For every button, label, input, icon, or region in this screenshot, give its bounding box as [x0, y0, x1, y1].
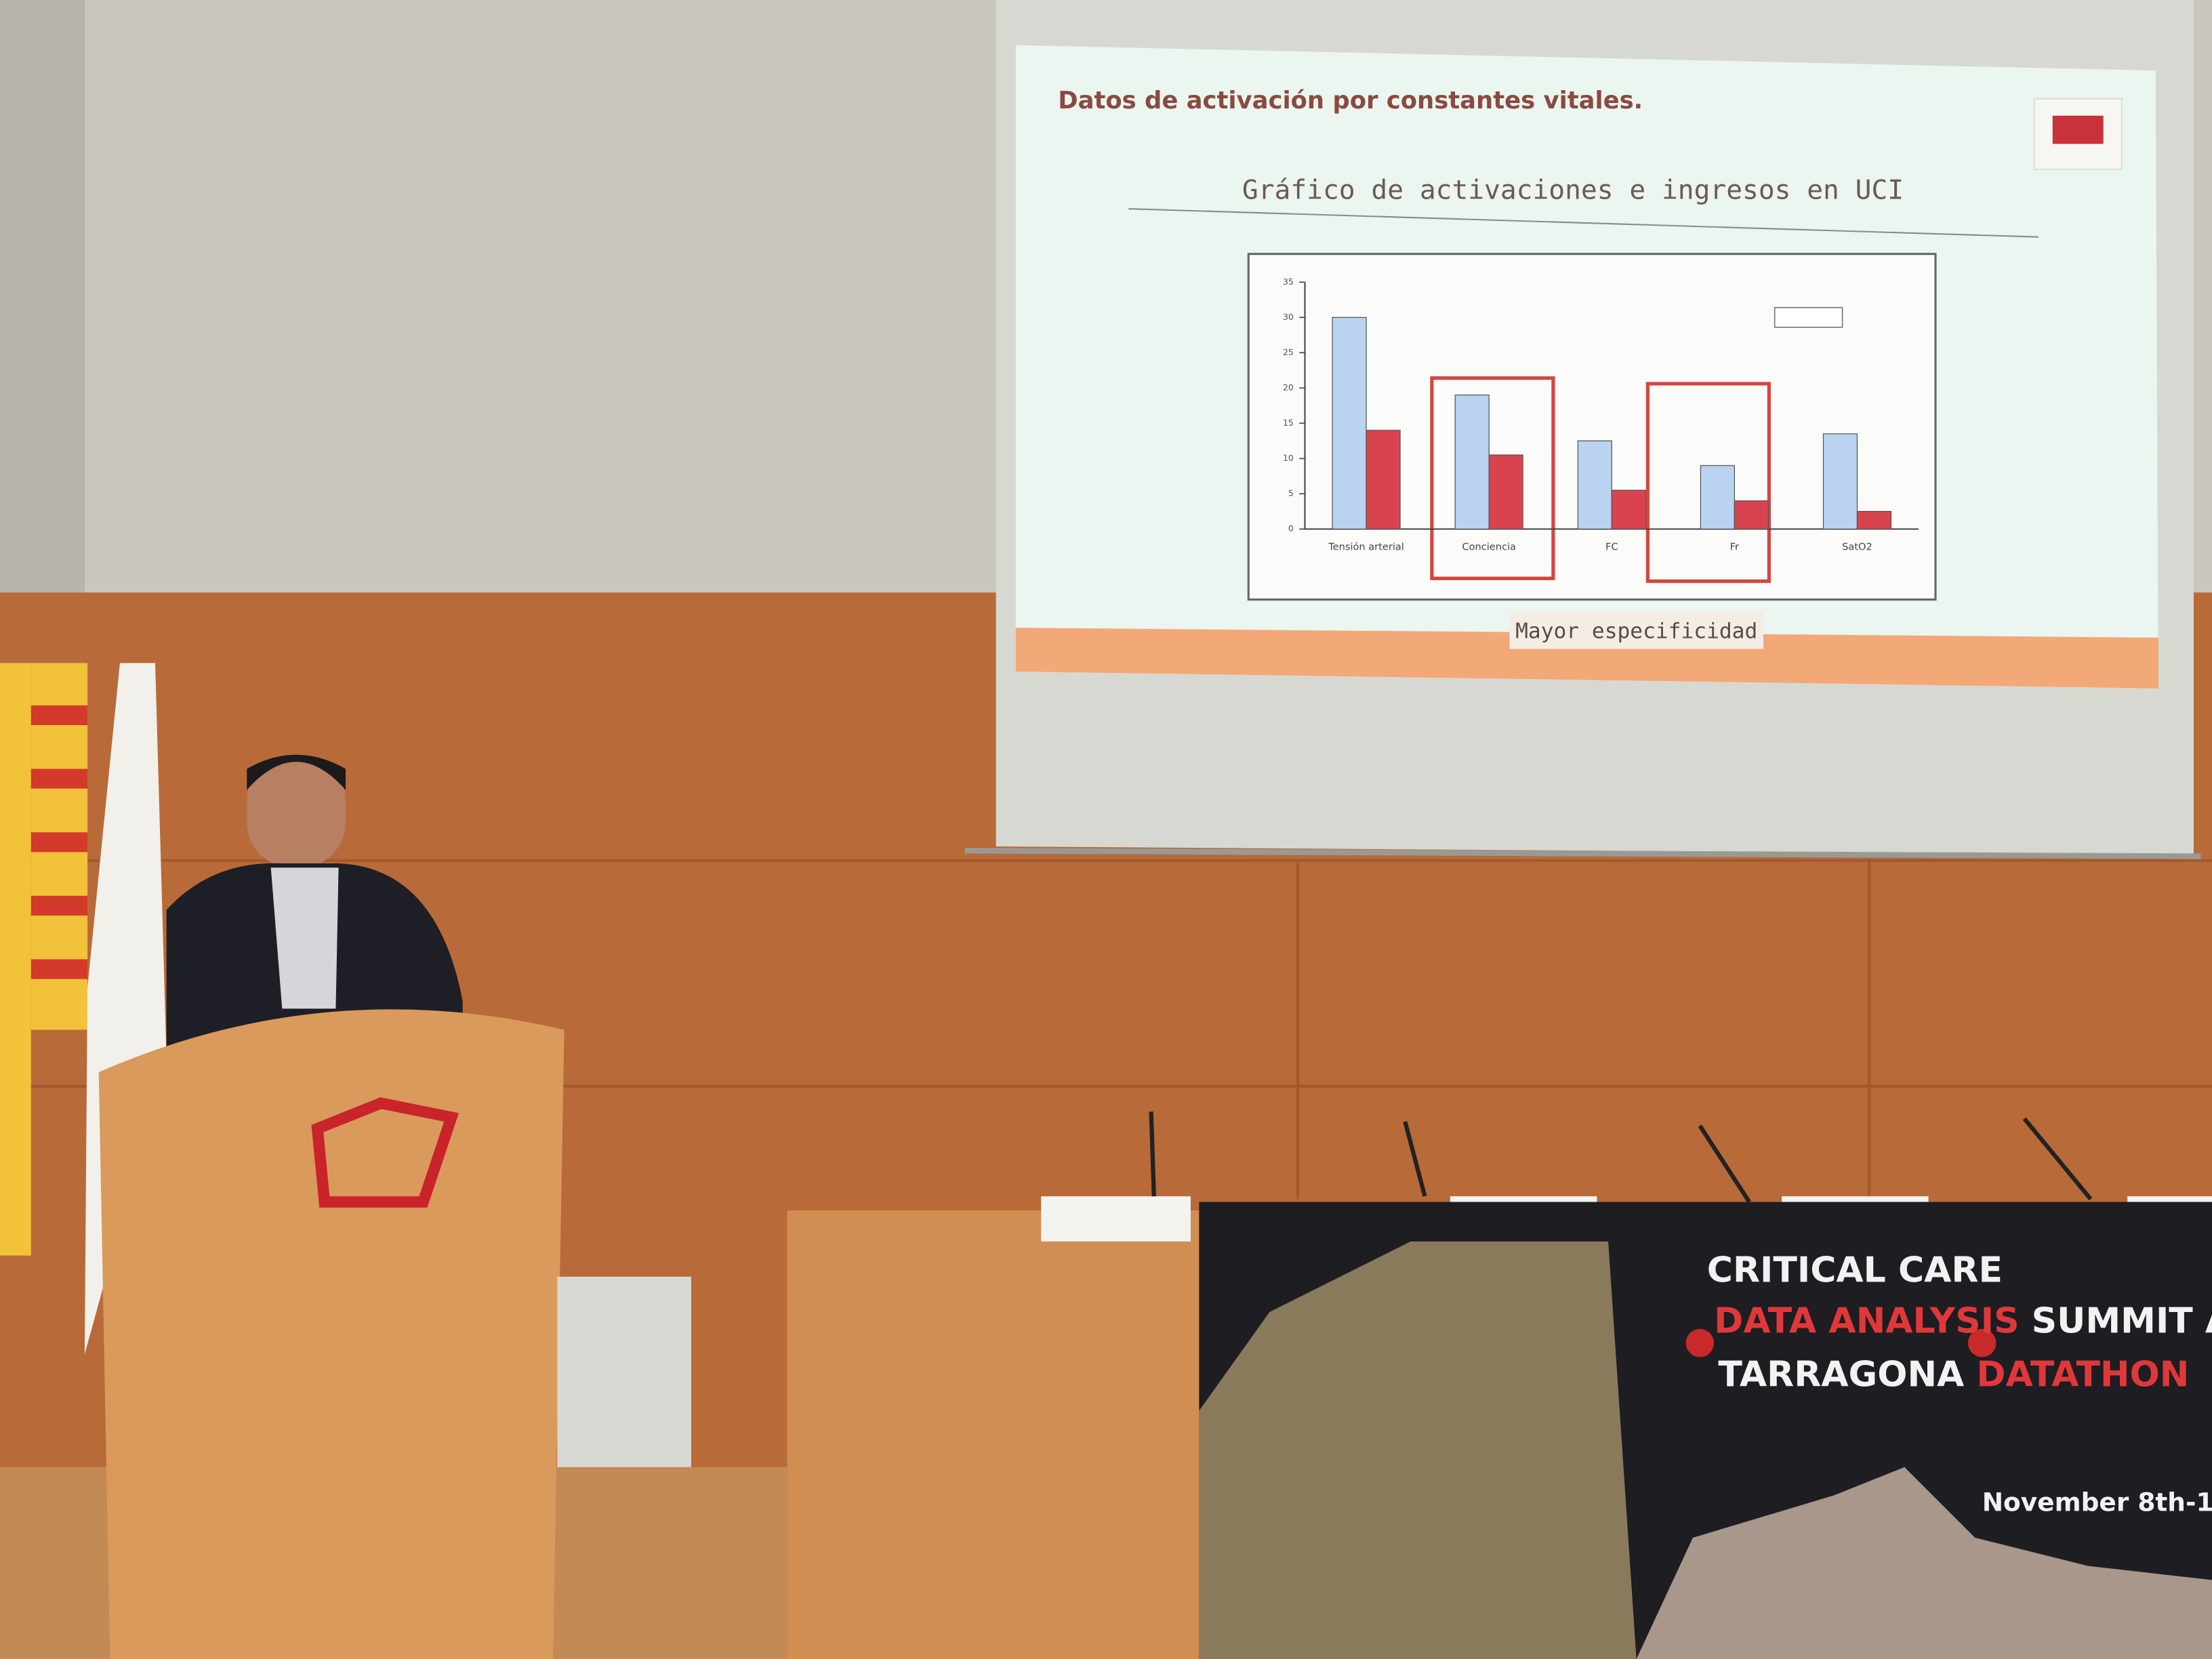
slide-footer-band: [1015, 628, 2158, 689]
speaker-head: [247, 754, 346, 868]
wall-corner: [0, 0, 85, 607]
bar: [1822, 433, 1858, 530]
y-tick-label: 35: [1283, 276, 1294, 287]
flag-stripe: [30, 769, 88, 789]
y-tick-label: 20: [1283, 382, 1294, 392]
bar: [1454, 394, 1490, 530]
banner-line: DATA ANALYSIS SUMMIT AND: [1714, 1301, 2212, 1342]
speaker-hair: [247, 754, 346, 790]
microphone: [1403, 1121, 1427, 1197]
flag-stripe: [30, 959, 88, 979]
bar: [1366, 430, 1401, 530]
slide-header: Datos de activación por constantes vital…: [1058, 87, 1643, 115]
bar: [1611, 489, 1646, 530]
banner-text: SUMMIT AND: [2020, 1301, 2212, 1342]
y-tick-label: 30: [1283, 312, 1294, 322]
legend-box: [1774, 306, 1843, 328]
y-tick-label: 15: [1283, 417, 1294, 428]
subtitle-rule: [1128, 208, 2039, 238]
town: [1636, 1467, 2212, 1659]
y-tick-label: 10: [1283, 453, 1294, 463]
bar-chart: 0 5 10 15 20 25 30 35 Tensión arterial Conciencia…: [1283, 276, 1919, 553]
banner-highlight: DATA ANALYSIS: [1714, 1301, 2019, 1342]
flag-stripe: [30, 705, 88, 725]
banner-dot: [1685, 1328, 1715, 1357]
slide-subtitle: Gráfico de activaciones e ingresos en UC…: [1242, 175, 1904, 206]
screen-bar: [964, 848, 2201, 859]
microphone: [1149, 1111, 1156, 1197]
banner-text: TARRAGONA: [1718, 1355, 1976, 1395]
y-tick-label: 25: [1283, 347, 1294, 357]
highlight-box: [1645, 382, 1771, 583]
microphone: [1698, 1124, 1751, 1204]
x-tick-label: Tensión arterial: [1328, 541, 1404, 553]
microphone: [2022, 1117, 2093, 1201]
bar: [1700, 465, 1735, 530]
device: [557, 1276, 691, 1467]
podium: [98, 1009, 565, 1659]
bar: [1577, 440, 1612, 530]
x-tick-label: Conciencia: [1462, 541, 1516, 553]
banner-highlight: DATATHON: [1976, 1355, 2189, 1395]
aqueduct: [1199, 1241, 1637, 1659]
footer-label-bg: [1509, 612, 1764, 649]
table-end: [787, 1210, 1208, 1659]
slide-footer: Mayor especificidad: [1515, 619, 1757, 644]
speaker-shirt: [270, 867, 339, 1009]
slide-logo-mark: [2052, 115, 2104, 144]
flag: [0, 663, 31, 1256]
bar: [1856, 510, 1892, 530]
bar: [1734, 500, 1769, 530]
highlight-box: [1430, 376, 1555, 581]
x-tick-label: FC: [1605, 541, 1618, 553]
banner-date: November 8th-11th, 2: [1982, 1488, 2212, 1517]
flag-stripe: [30, 895, 88, 916]
bar: [1488, 454, 1523, 530]
banner-line: TARRAGONA DATATHON: [1718, 1355, 2189, 1395]
banner-dot: [1967, 1328, 1996, 1357]
y-tick-label: 5: [1288, 488, 1294, 498]
x-tick-label: Fr: [1730, 541, 1739, 553]
x-tick-label: SatO2: [1842, 541, 1872, 553]
name-card: [1041, 1196, 1191, 1242]
podium-logo: [311, 1097, 459, 1208]
banner-line: CRITICAL CARE: [1707, 1250, 2003, 1291]
flag-stripe: [30, 832, 88, 853]
bar: [1332, 316, 1367, 530]
y-tick-label: 0: [1288, 523, 1294, 533]
